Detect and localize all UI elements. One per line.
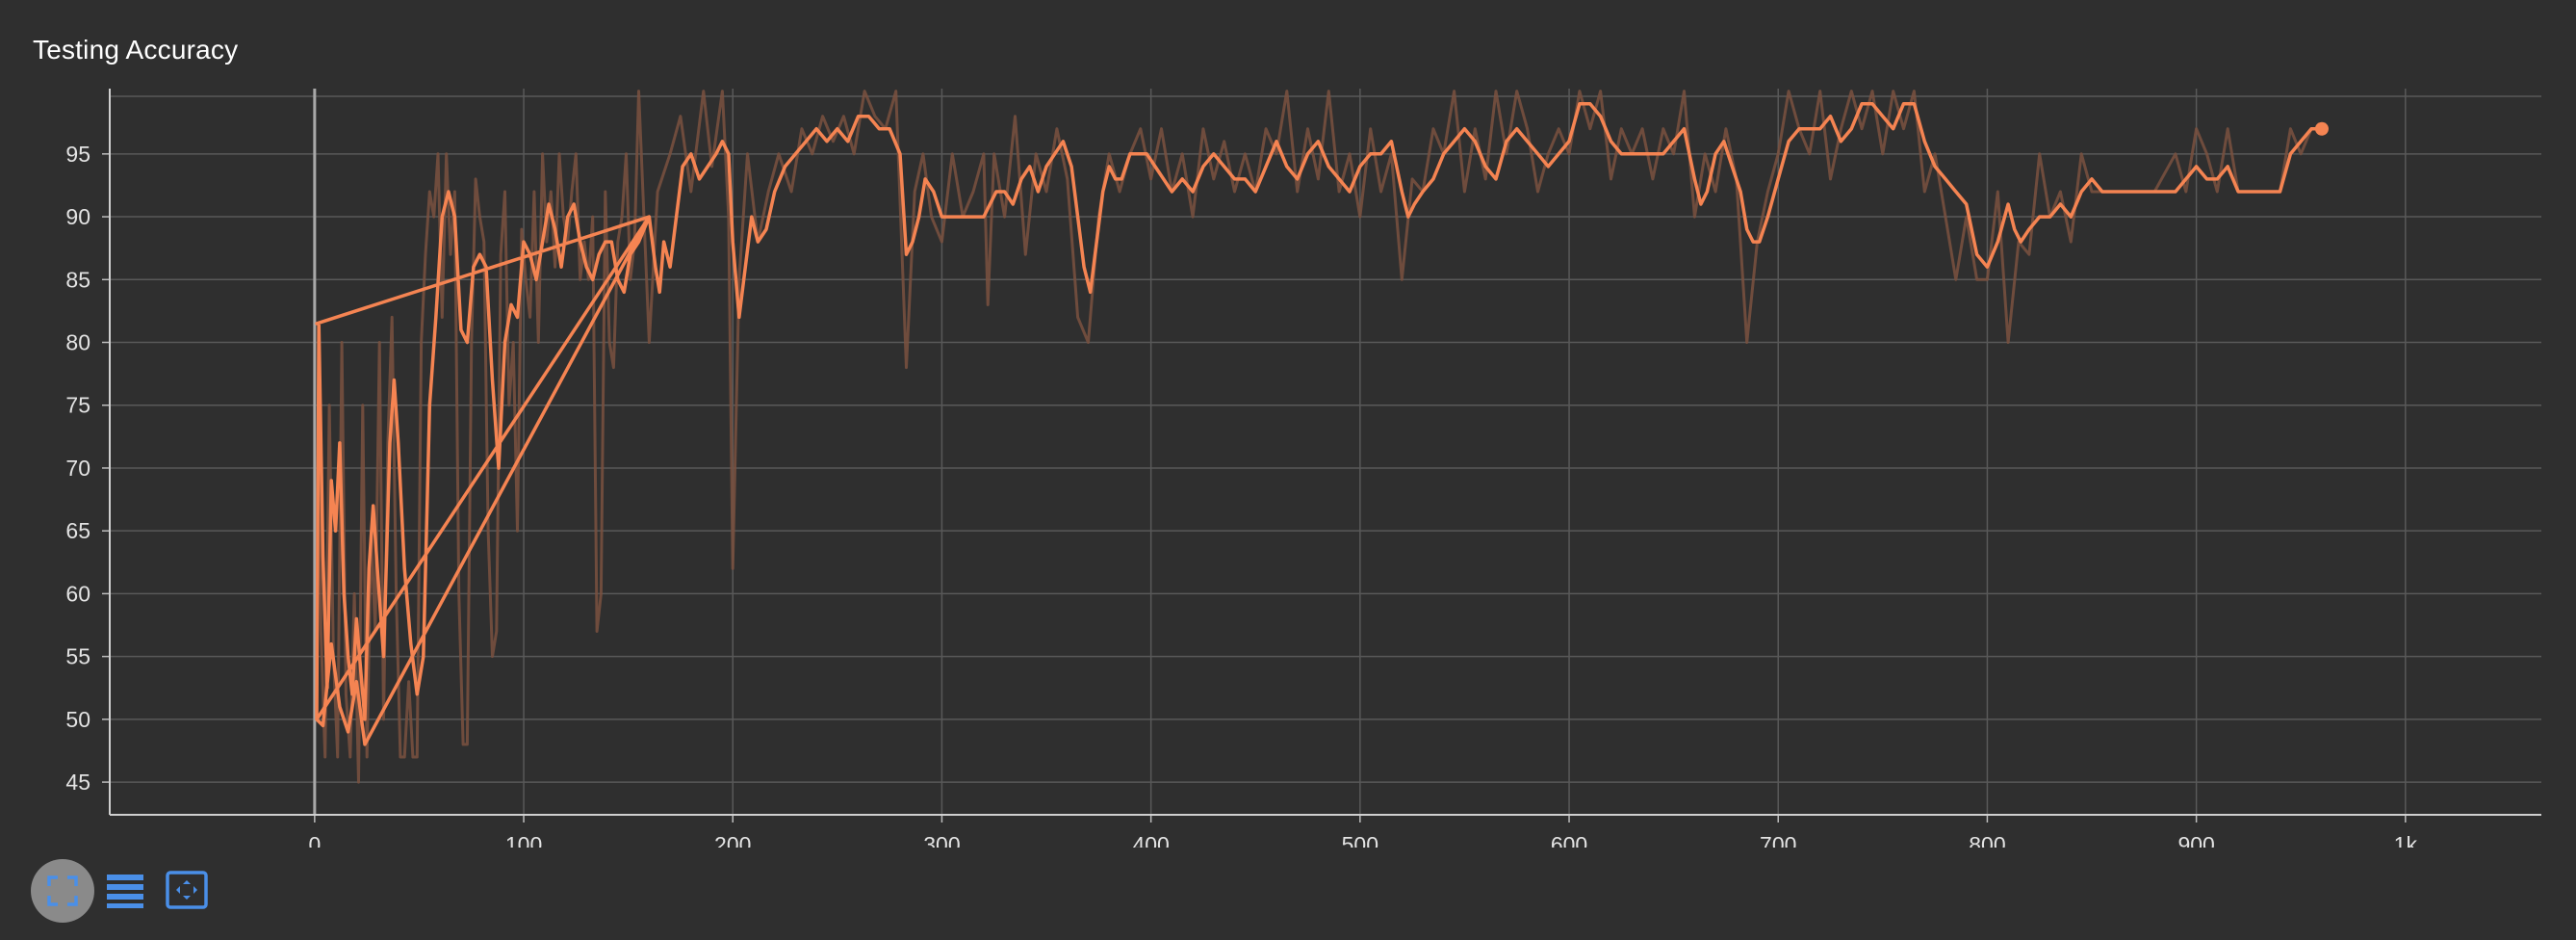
y-tick-label: 65 <box>65 518 90 543</box>
x-tick-label: 700 <box>1760 832 1796 848</box>
y-tick-label: 85 <box>65 267 90 292</box>
toggle-legend-button[interactable] <box>106 873 144 909</box>
y-tick-label: 60 <box>65 581 90 606</box>
x-tick-label: 600 <box>1551 832 1587 848</box>
fullscreen-button[interactable] <box>31 859 94 923</box>
x-tick-label: 0 <box>308 832 321 848</box>
line-chart[interactable]: 45 50 55 60 65 70 75 80 85 90 95 0 100 200 300 400 500 60… <box>0 0 2576 848</box>
y-tick-label: 95 <box>65 142 90 167</box>
x-tick-label: 500 <box>1342 832 1378 848</box>
x-tick-label: 200 <box>714 832 751 848</box>
chart-title: Testing Accuracy <box>33 35 239 65</box>
y-tick-label: 45 <box>65 770 90 795</box>
x-tick-label: 800 <box>1969 832 2005 848</box>
legend-icon <box>107 875 143 908</box>
y-tick-label: 70 <box>65 456 90 481</box>
fullscreen-icon <box>47 875 78 906</box>
axes <box>102 89 2541 822</box>
fit-domain-button[interactable] <box>166 871 208 909</box>
x-tick-label: 400 <box>1132 832 1169 848</box>
smoothed-series-line <box>315 101 2324 746</box>
fit-domain-icon <box>166 871 208 909</box>
x-tick-label: 300 <box>923 832 960 848</box>
x-tick-label: 100 <box>505 832 542 848</box>
y-tick-label: 75 <box>65 393 90 418</box>
grid-lines <box>110 89 2541 815</box>
last-point-marker <box>2314 121 2329 136</box>
y-tick-label: 90 <box>65 204 90 229</box>
raw-series-line <box>315 90 2324 784</box>
y-tick-label: 55 <box>65 644 90 669</box>
y-tick-label: 50 <box>65 707 90 732</box>
x-tick-label: 900 <box>2177 832 2214 848</box>
y-tick-label: 80 <box>65 330 90 355</box>
series-group <box>315 90 2329 784</box>
x-tick-label: 1k <box>2394 832 2418 848</box>
tick-labels: 45 50 55 60 65 70 75 80 85 90 95 0 100 200 300 400 500 60… <box>65 142 2417 848</box>
